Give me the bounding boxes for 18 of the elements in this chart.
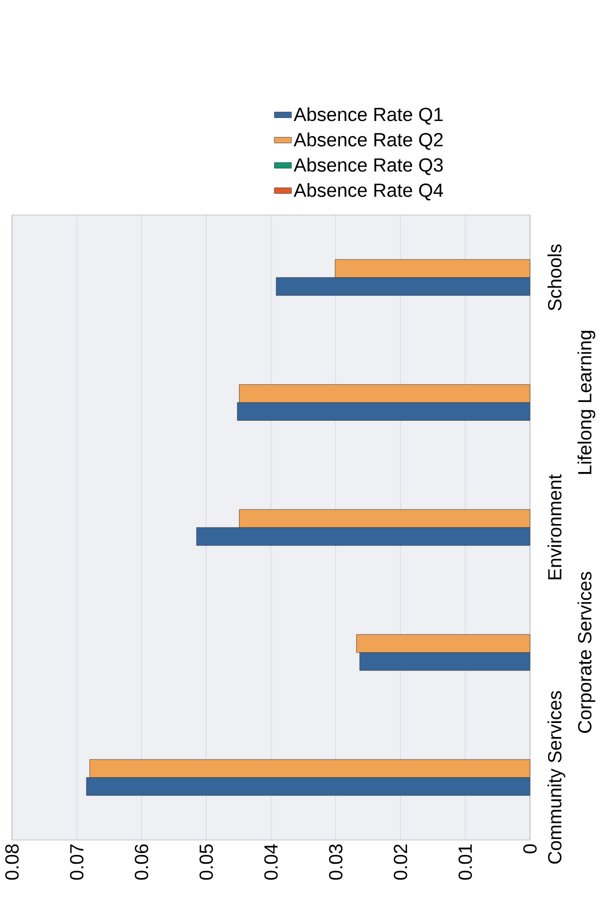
y-tick-label: Corporate Services: [578, 572, 596, 733]
y-tick-label: Environment: [548, 474, 562, 580]
y-tick-label: Lifelong Learning: [578, 330, 596, 474]
y-tick-label: Schools: [548, 244, 562, 310]
legend-label: Absence Rate Q1: [294, 107, 443, 125]
x-tick-label: 0.04: [264, 844, 278, 880]
x-tick-label: 0.02: [394, 844, 408, 880]
x-tick-label: 0.07: [70, 844, 84, 880]
legend-label: Absence Rate Q3: [294, 158, 443, 176]
x-tick-label: 0.01: [458, 844, 472, 880]
x-tick-label: 0.06: [134, 844, 148, 880]
x-tick-label: 0.05: [200, 844, 213, 880]
x-tick-label: 0: [523, 844, 537, 854]
legend-label: Absence Rate Q4: [294, 183, 444, 200]
x-tick-label: 0.08: [5, 844, 19, 880]
x-tick-label: 0.03: [329, 844, 342, 880]
legend-label: Absence Rate Q2: [294, 132, 443, 150]
y-tick-label: Community Services: [548, 691, 566, 864]
